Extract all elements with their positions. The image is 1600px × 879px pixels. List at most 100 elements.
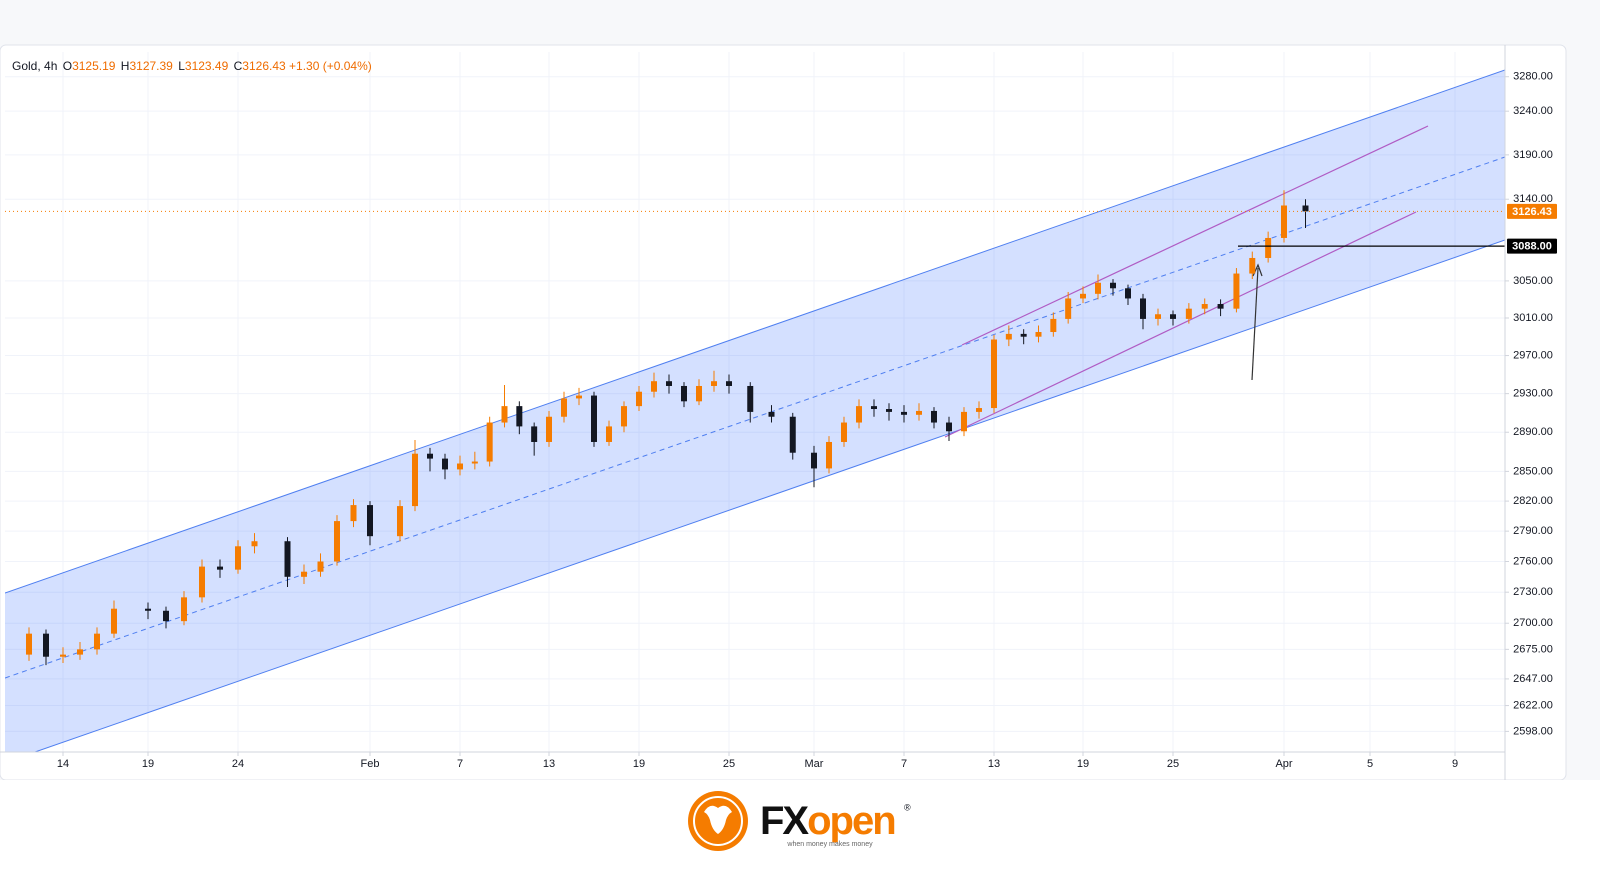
candle-body xyxy=(471,461,478,464)
candle-body xyxy=(546,416,552,442)
candle-body xyxy=(317,561,324,572)
change-pct: (+0.04%) xyxy=(323,59,372,73)
candle-body xyxy=(1065,298,1072,319)
y-tick-label: 2760.00 xyxy=(1513,555,1553,567)
y-tick-label: 2675.00 xyxy=(1513,643,1553,655)
close-key: C xyxy=(234,59,243,73)
x-tick-label: 24 xyxy=(232,758,244,770)
y-tick-label: 2647.00 xyxy=(1513,673,1553,685)
candle-body xyxy=(199,566,205,598)
candle-body xyxy=(976,408,982,412)
candle-body xyxy=(811,452,817,469)
candle-body xyxy=(1185,308,1192,319)
y-tick-label: 2890.00 xyxy=(1513,426,1553,438)
candle-body xyxy=(350,505,357,522)
candle-body xyxy=(841,422,847,442)
y-tick-label: 3280.00 xyxy=(1513,71,1553,83)
candle-body xyxy=(621,406,627,427)
price-badge xyxy=(1507,238,1557,254)
candle-body xyxy=(163,610,169,622)
close-value: 3126.43 xyxy=(242,59,286,73)
x-tick-label: 19 xyxy=(633,758,645,770)
x-tick-label: Feb xyxy=(361,758,380,770)
candle-body xyxy=(946,422,952,432)
price-markers: 3126.43 3088.00 xyxy=(5,203,1557,254)
candle-body xyxy=(145,608,151,611)
x-tick-label: Mar xyxy=(805,758,824,770)
candle-body xyxy=(696,385,702,402)
candle-body xyxy=(561,398,567,417)
y-tick-label: 3190.00 xyxy=(1513,149,1553,161)
y-tick-label: 2730.00 xyxy=(1513,586,1553,598)
low-key: L xyxy=(178,59,185,73)
candle-body xyxy=(711,381,717,386)
inner-channel-lower xyxy=(944,211,1417,438)
y-tick-label: 3010.00 xyxy=(1513,312,1553,324)
x-tick-label: 13 xyxy=(543,758,555,770)
channel-median xyxy=(5,156,1505,679)
candle-body xyxy=(94,633,100,650)
y-tick-label: 2622.00 xyxy=(1513,699,1553,711)
candle-body xyxy=(1140,298,1146,319)
price-badge-label: 3088.00 xyxy=(1512,241,1552,253)
candle-body xyxy=(931,410,937,423)
x-tick-label: 7 xyxy=(457,758,463,770)
x-tick-label: 19 xyxy=(142,758,154,770)
symbol: Gold, 4h xyxy=(12,59,57,73)
y-tick-label: 3240.00 xyxy=(1513,105,1553,117)
candle-body xyxy=(606,426,612,442)
footer-band xyxy=(0,780,1600,879)
candle-body xyxy=(334,521,340,562)
change: +1.30 xyxy=(289,59,320,73)
candle-body xyxy=(43,633,49,657)
candle-body xyxy=(1020,333,1027,337)
x-tick-label: 5 xyxy=(1367,758,1373,770)
low-value: 3123.49 xyxy=(185,59,229,73)
candle-body xyxy=(1035,332,1042,337)
candle-body xyxy=(60,654,66,657)
candle-body xyxy=(856,406,862,423)
candle-body xyxy=(412,453,418,507)
y-tick-label: 2930.00 xyxy=(1513,388,1553,400)
arrow xyxy=(1251,267,1259,381)
candle-body xyxy=(1155,314,1161,319)
x-tick-label: 7 xyxy=(901,758,907,770)
candle-body xyxy=(457,463,463,470)
candle-body xyxy=(681,385,687,402)
candle-body xyxy=(516,406,523,427)
open-value: 3125.19 xyxy=(72,59,116,73)
x-tick-label: 13 xyxy=(988,758,1000,770)
candle-body xyxy=(1005,333,1012,340)
candle-body xyxy=(181,597,187,622)
candle-body xyxy=(826,441,832,469)
candle-body xyxy=(1110,282,1116,289)
candle-body xyxy=(747,385,754,412)
high-key: H xyxy=(121,59,130,73)
candle-body xyxy=(397,506,403,537)
candle-body xyxy=(501,406,508,423)
candle-body xyxy=(651,381,657,392)
x-tick-label: 14 xyxy=(57,758,69,770)
drawings xyxy=(5,69,1505,752)
candle-body xyxy=(768,411,775,417)
x-tick-label: 25 xyxy=(1167,758,1179,770)
y-tick-label: 2970.00 xyxy=(1513,349,1553,361)
candles xyxy=(26,190,1309,666)
candle-body xyxy=(1080,293,1086,299)
candle-body xyxy=(77,649,83,655)
candle-body xyxy=(442,458,448,470)
candle-body xyxy=(235,546,241,570)
price-badge xyxy=(1507,203,1557,219)
candle-body xyxy=(1170,314,1176,319)
logo-ring xyxy=(693,796,743,846)
channel-upper xyxy=(5,69,1505,594)
candle-body xyxy=(901,411,907,415)
logo: FXopen ® when money makes money xyxy=(688,791,911,851)
high-value: 3127.39 xyxy=(129,59,173,73)
ohlc-legend: Gold, 4h O3125.19 H3127.39 L3123.49 C312… xyxy=(12,59,372,73)
candle-body xyxy=(26,633,32,655)
candle-body xyxy=(916,410,922,415)
y-tick-label: 3140.00 xyxy=(1513,193,1553,205)
